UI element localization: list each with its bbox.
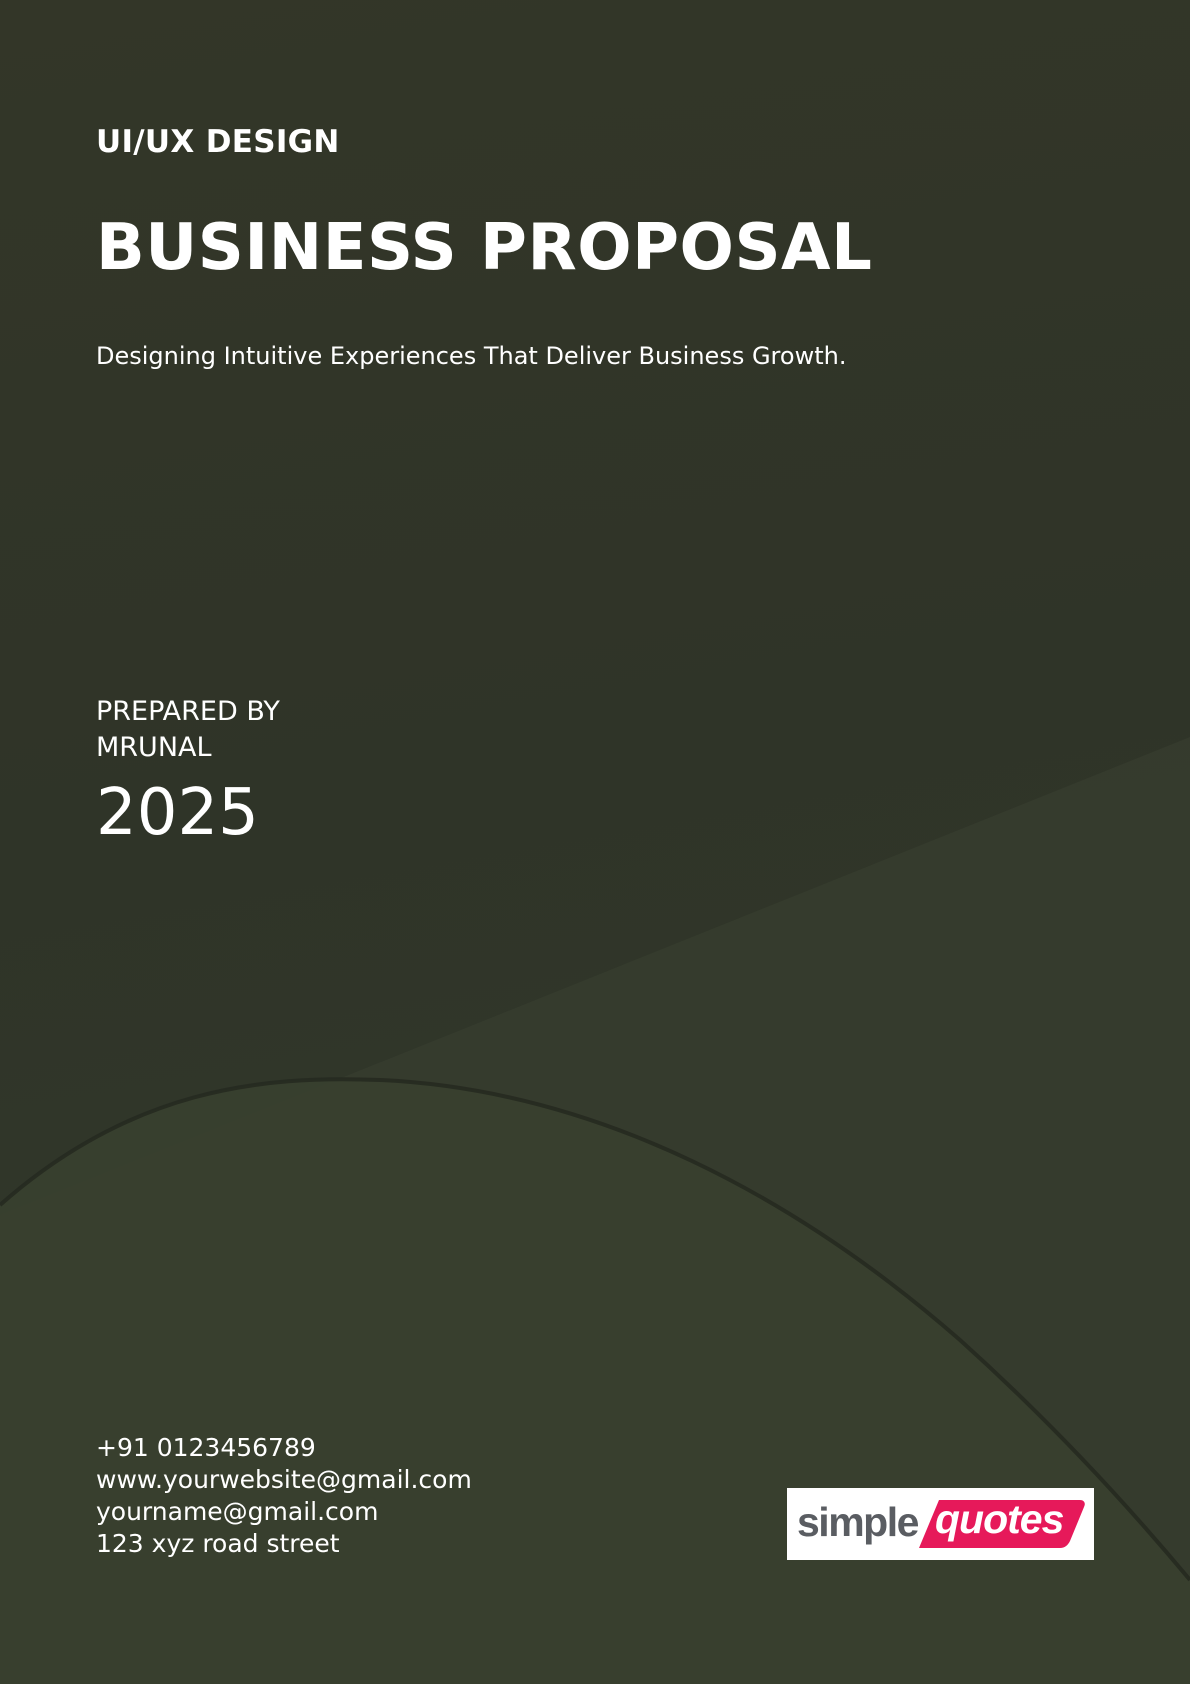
- subtitle: Designing Intuitive Experiences That Del…: [96, 342, 847, 370]
- contact-phone: +91 0123456789: [96, 1433, 316, 1462]
- contact-website: www.yourwebsite@gmail.com: [96, 1465, 472, 1494]
- simplequotes-logo: simple quotes: [787, 1488, 1094, 1560]
- logo-word-quotes: quotes: [935, 1496, 1064, 1542]
- logo-badge-shape: [919, 1500, 1085, 1548]
- category-label: UI/UX DESIGN: [96, 124, 340, 160]
- prepared-by-block: PREPARED BY MRUNAL: [96, 694, 280, 766]
- prepared-by-label: PREPARED BY: [96, 696, 280, 727]
- author-name: MRUNAL: [96, 732, 212, 763]
- contact-email: yourname@gmail.com: [96, 1497, 379, 1526]
- arc-line: [0, 1077, 1190, 1582]
- year: 2025: [96, 776, 259, 850]
- contact-address: 123 xyz road street: [96, 1529, 340, 1558]
- logo-word-simple: simple: [797, 1499, 919, 1545]
- page-title: BUSINESS PROPOSAL: [96, 211, 873, 285]
- contact-block: +91 0123456789 www.yourwebsite@gmail.com…: [96, 1432, 472, 1560]
